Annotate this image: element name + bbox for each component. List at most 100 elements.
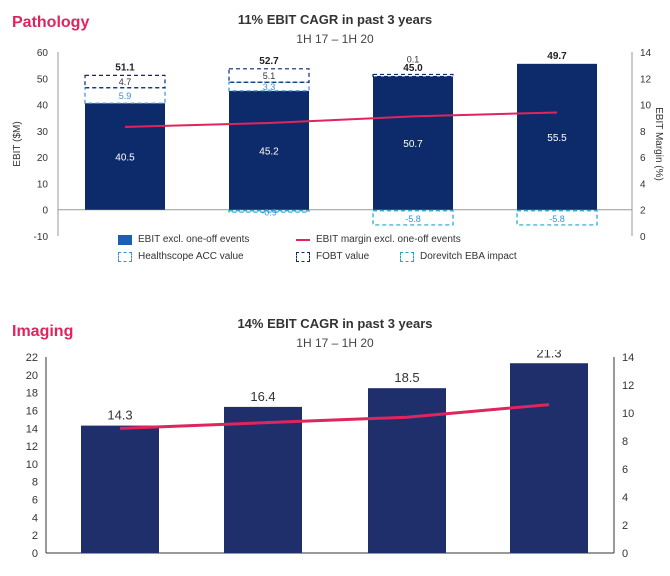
- y-tick-label: 30: [37, 127, 49, 138]
- pathology-legend: EBIT excl. one-off events EBIT margin ex…: [0, 234, 670, 274]
- total-label: 52.7: [259, 56, 279, 67]
- y2-tick-label: 10: [622, 408, 634, 420]
- healthscope-bar-label: 3.3: [263, 82, 276, 92]
- fobt-bar-label: 5.1: [263, 71, 276, 81]
- dorevitch-bar-label: -0.9: [261, 207, 277, 217]
- y2-tick-label: 2: [640, 206, 646, 217]
- y-tick-label: 4: [32, 512, 38, 524]
- legend-fobt-label: FOBT value: [316, 251, 370, 262]
- ebit-bar-label: 50.7: [403, 139, 423, 150]
- legend-dorevitch-label: Dorevitch EBA impact: [420, 251, 517, 262]
- total-label: 51.1: [115, 62, 135, 73]
- legend-healthscope-label: Healthscope ACC value: [138, 251, 244, 262]
- healthscope-bar: [84, 87, 166, 104]
- dorevitch-bar: [516, 210, 598, 226]
- y-tick-label: -10: [34, 232, 49, 243]
- healthscope-bar: [228, 81, 310, 92]
- imaging-bar-label: 21.3: [536, 350, 561, 360]
- legend-dorevitch: Dorevitch EBA impact: [400, 251, 517, 262]
- legend-ebit: EBIT excl. one-off events: [118, 234, 249, 245]
- y-tick-label: 20: [26, 370, 38, 382]
- ebit-bar: [85, 103, 165, 210]
- legend-dorevitch-swatch: [400, 251, 414, 262]
- y-tick-label: 6: [32, 495, 38, 507]
- imaging-bar: [81, 425, 159, 553]
- legend-healthscope: Healthscope ACC value: [118, 251, 244, 262]
- legend-margin-label: EBIT margin excl. one-off events: [316, 234, 461, 245]
- imaging-bar: [224, 406, 302, 553]
- legend-margin-swatch: [296, 238, 310, 241]
- imaging-bar: [510, 363, 588, 553]
- y-tick-label: 0: [32, 548, 38, 560]
- y2-tick-label: 4: [622, 492, 628, 504]
- y2-tick-label: 10: [640, 101, 652, 112]
- y-tick-label: 2: [32, 530, 38, 542]
- imaging-bar-label: 18.5: [394, 370, 419, 385]
- fobt-bar-label: 4.7: [119, 77, 132, 87]
- y-tick-label: 14: [26, 423, 38, 435]
- y2-tick-label: 8: [640, 127, 646, 138]
- y-tick-label: 20: [37, 153, 49, 164]
- y2-tick-label: 12: [622, 380, 634, 392]
- imaging-chart: 0 2 4 6 8 10 12 14 16 18 20 22 0 2 4 6 8 10 12 14 14.3 16.4 18…: [26, 350, 635, 560]
- legend-fobt: FOBT value: [296, 251, 369, 262]
- y-tick-label: 0: [42, 206, 48, 217]
- imaging-margin-line: [119, 403, 550, 430]
- total-label: 45.0: [403, 63, 423, 74]
- ebit-bar-label: 45.2: [259, 146, 279, 157]
- pathology-chart: -10 0 10 20 30 40 50 60 0 2 4 6 8 10 12 14 EBIT ($M) EBIT…: [12, 48, 664, 243]
- pathology-section-label: Pathology: [12, 14, 90, 31]
- ebit-bar-label: 55.5: [547, 133, 567, 144]
- imaging-bar: [368, 388, 446, 553]
- y2-tick-label: 0: [640, 232, 646, 243]
- dorevitch-bar: [228, 210, 310, 213]
- y2-tick-label: 0: [622, 548, 628, 560]
- total-label: 49.7: [547, 51, 567, 62]
- y2-tick-label: 8: [622, 436, 628, 448]
- y2-tick-label: 12: [640, 74, 652, 85]
- legend-margin: EBIT margin excl. one-off events: [296, 234, 461, 245]
- imaging-bar-label: 16.4: [250, 389, 275, 404]
- margin-line: [124, 111, 558, 128]
- ebit-bar: [373, 76, 453, 210]
- y2-tick-label: 14: [622, 352, 634, 364]
- ebit-bar-label: 40.5: [115, 152, 135, 163]
- y-tick-label: 60: [37, 48, 49, 59]
- y2-tick-label: 6: [640, 153, 646, 164]
- legend-ebit-label: EBIT excl. one-off events: [138, 234, 250, 245]
- healthscope-bar-label: 5.9: [119, 91, 132, 101]
- dorevitch-bar-label: -5.8: [549, 214, 565, 224]
- y-tick-label: 40: [37, 101, 49, 112]
- fobt-bar: [228, 68, 310, 83]
- imaging-section-label: Imaging: [12, 323, 74, 340]
- y-tick-label: 18: [26, 388, 38, 400]
- y-tick-label: 12: [26, 441, 38, 453]
- y-tick-label: 22: [26, 352, 38, 364]
- dorevitch-bar: [372, 210, 454, 226]
- y-axis-label: EBIT ($M): [12, 121, 23, 166]
- legend-fobt-swatch: [296, 251, 310, 262]
- pathology-chart-title: 11% EBIT CAGR in past 3 years: [237, 12, 433, 27]
- legend-healthscope-swatch: [118, 251, 132, 262]
- fobt-bar-label: 0.1: [407, 54, 420, 64]
- y-tick-label: 16: [26, 405, 38, 417]
- y-tick-label: 10: [37, 179, 49, 190]
- imaging-chart-subtitle: 1H 17 – 1H 20: [296, 336, 374, 350]
- imaging-chart-title: 14% EBIT CAGR in past 3 years: [237, 316, 433, 331]
- y-tick-label: 8: [32, 477, 38, 489]
- y2-tick-label: 14: [640, 48, 652, 59]
- y2-tick-label: 4: [640, 179, 646, 190]
- y2-tick-label: 2: [622, 520, 628, 532]
- ebit-bar: [229, 90, 309, 210]
- dorevitch-bar-label: -5.8: [405, 214, 421, 224]
- fobt-bar: [372, 73, 454, 78]
- y-tick-label: 10: [26, 459, 38, 471]
- y2-axis-label: EBIT Margin (%): [653, 107, 664, 181]
- y2-tick-label: 6: [622, 464, 628, 476]
- imaging-bar-label: 14.3: [107, 408, 132, 423]
- pathology-chart-subtitle: 1H 17 – 1H 20: [296, 32, 374, 46]
- ebit-bar: [517, 63, 597, 210]
- fobt-bar: [84, 74, 166, 89]
- y-tick-label: 50: [37, 74, 49, 85]
- legend-ebit-swatch: [118, 234, 132, 245]
